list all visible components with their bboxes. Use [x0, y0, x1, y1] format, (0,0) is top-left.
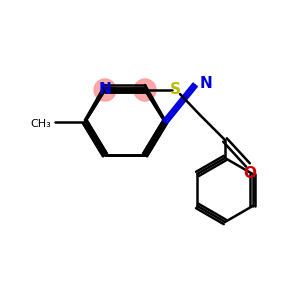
Circle shape	[134, 79, 156, 101]
Text: O: O	[244, 166, 256, 181]
Text: N: N	[99, 82, 111, 98]
Text: CH₃: CH₃	[30, 119, 51, 129]
Text: S: S	[169, 82, 181, 98]
Circle shape	[94, 79, 116, 101]
Text: N: N	[200, 76, 213, 91]
